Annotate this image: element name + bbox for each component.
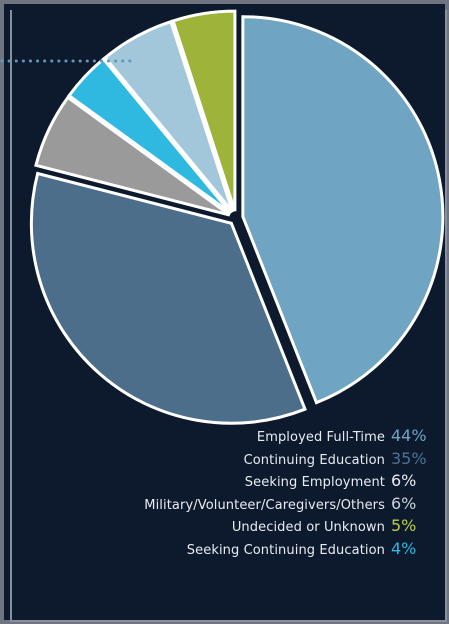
legend: Employed Full-Time 44% Continuing Educatio… bbox=[11, 426, 431, 561]
legend-value: 5% bbox=[391, 516, 417, 535]
legend-item: Seeking Continuing Education 4% bbox=[11, 539, 431, 562]
legend-item: Undecided or Unknown 5% bbox=[11, 516, 431, 539]
pie-slice-seeking-employment bbox=[34, 95, 231, 217]
legend-value: 4% bbox=[391, 538, 417, 558]
legend-value: 6% bbox=[391, 471, 417, 490]
pie-slice-undecided-or-unknown bbox=[171, 9, 237, 212]
legend-value: 35% bbox=[391, 448, 427, 468]
pie-slice-seeking-continuing-education bbox=[66, 56, 233, 215]
legend-label: Continuing Education bbox=[243, 452, 385, 468]
legend-label: Employed Full-Time bbox=[256, 430, 385, 445]
legend-label: Seeking Continuing Education bbox=[186, 542, 385, 558]
legend-value: 6% bbox=[391, 493, 417, 513]
legend-item: Military/Volunteer/Caregivers/Others 6% bbox=[11, 494, 431, 517]
legend-item: Employed Full-Time 44% bbox=[11, 426, 431, 449]
pie-slice-military-volunteer-caregivers-others bbox=[103, 19, 235, 213]
legend-item: Seeking Employment 6% bbox=[11, 471, 431, 494]
pie-slice-continuing-education bbox=[29, 171, 307, 425]
legend-value: 44% bbox=[391, 426, 427, 445]
legend-label: Seeking Employment bbox=[244, 475, 385, 490]
frame-border bbox=[10, 10, 447, 622]
legend-label: Undecided or Unknown bbox=[231, 520, 385, 535]
legend-item: Continuing Education 35% bbox=[11, 449, 431, 472]
legend-label: Military/Volunteer/Caregivers/Others bbox=[144, 497, 385, 513]
pie-slice-employed-full-time bbox=[241, 15, 445, 405]
